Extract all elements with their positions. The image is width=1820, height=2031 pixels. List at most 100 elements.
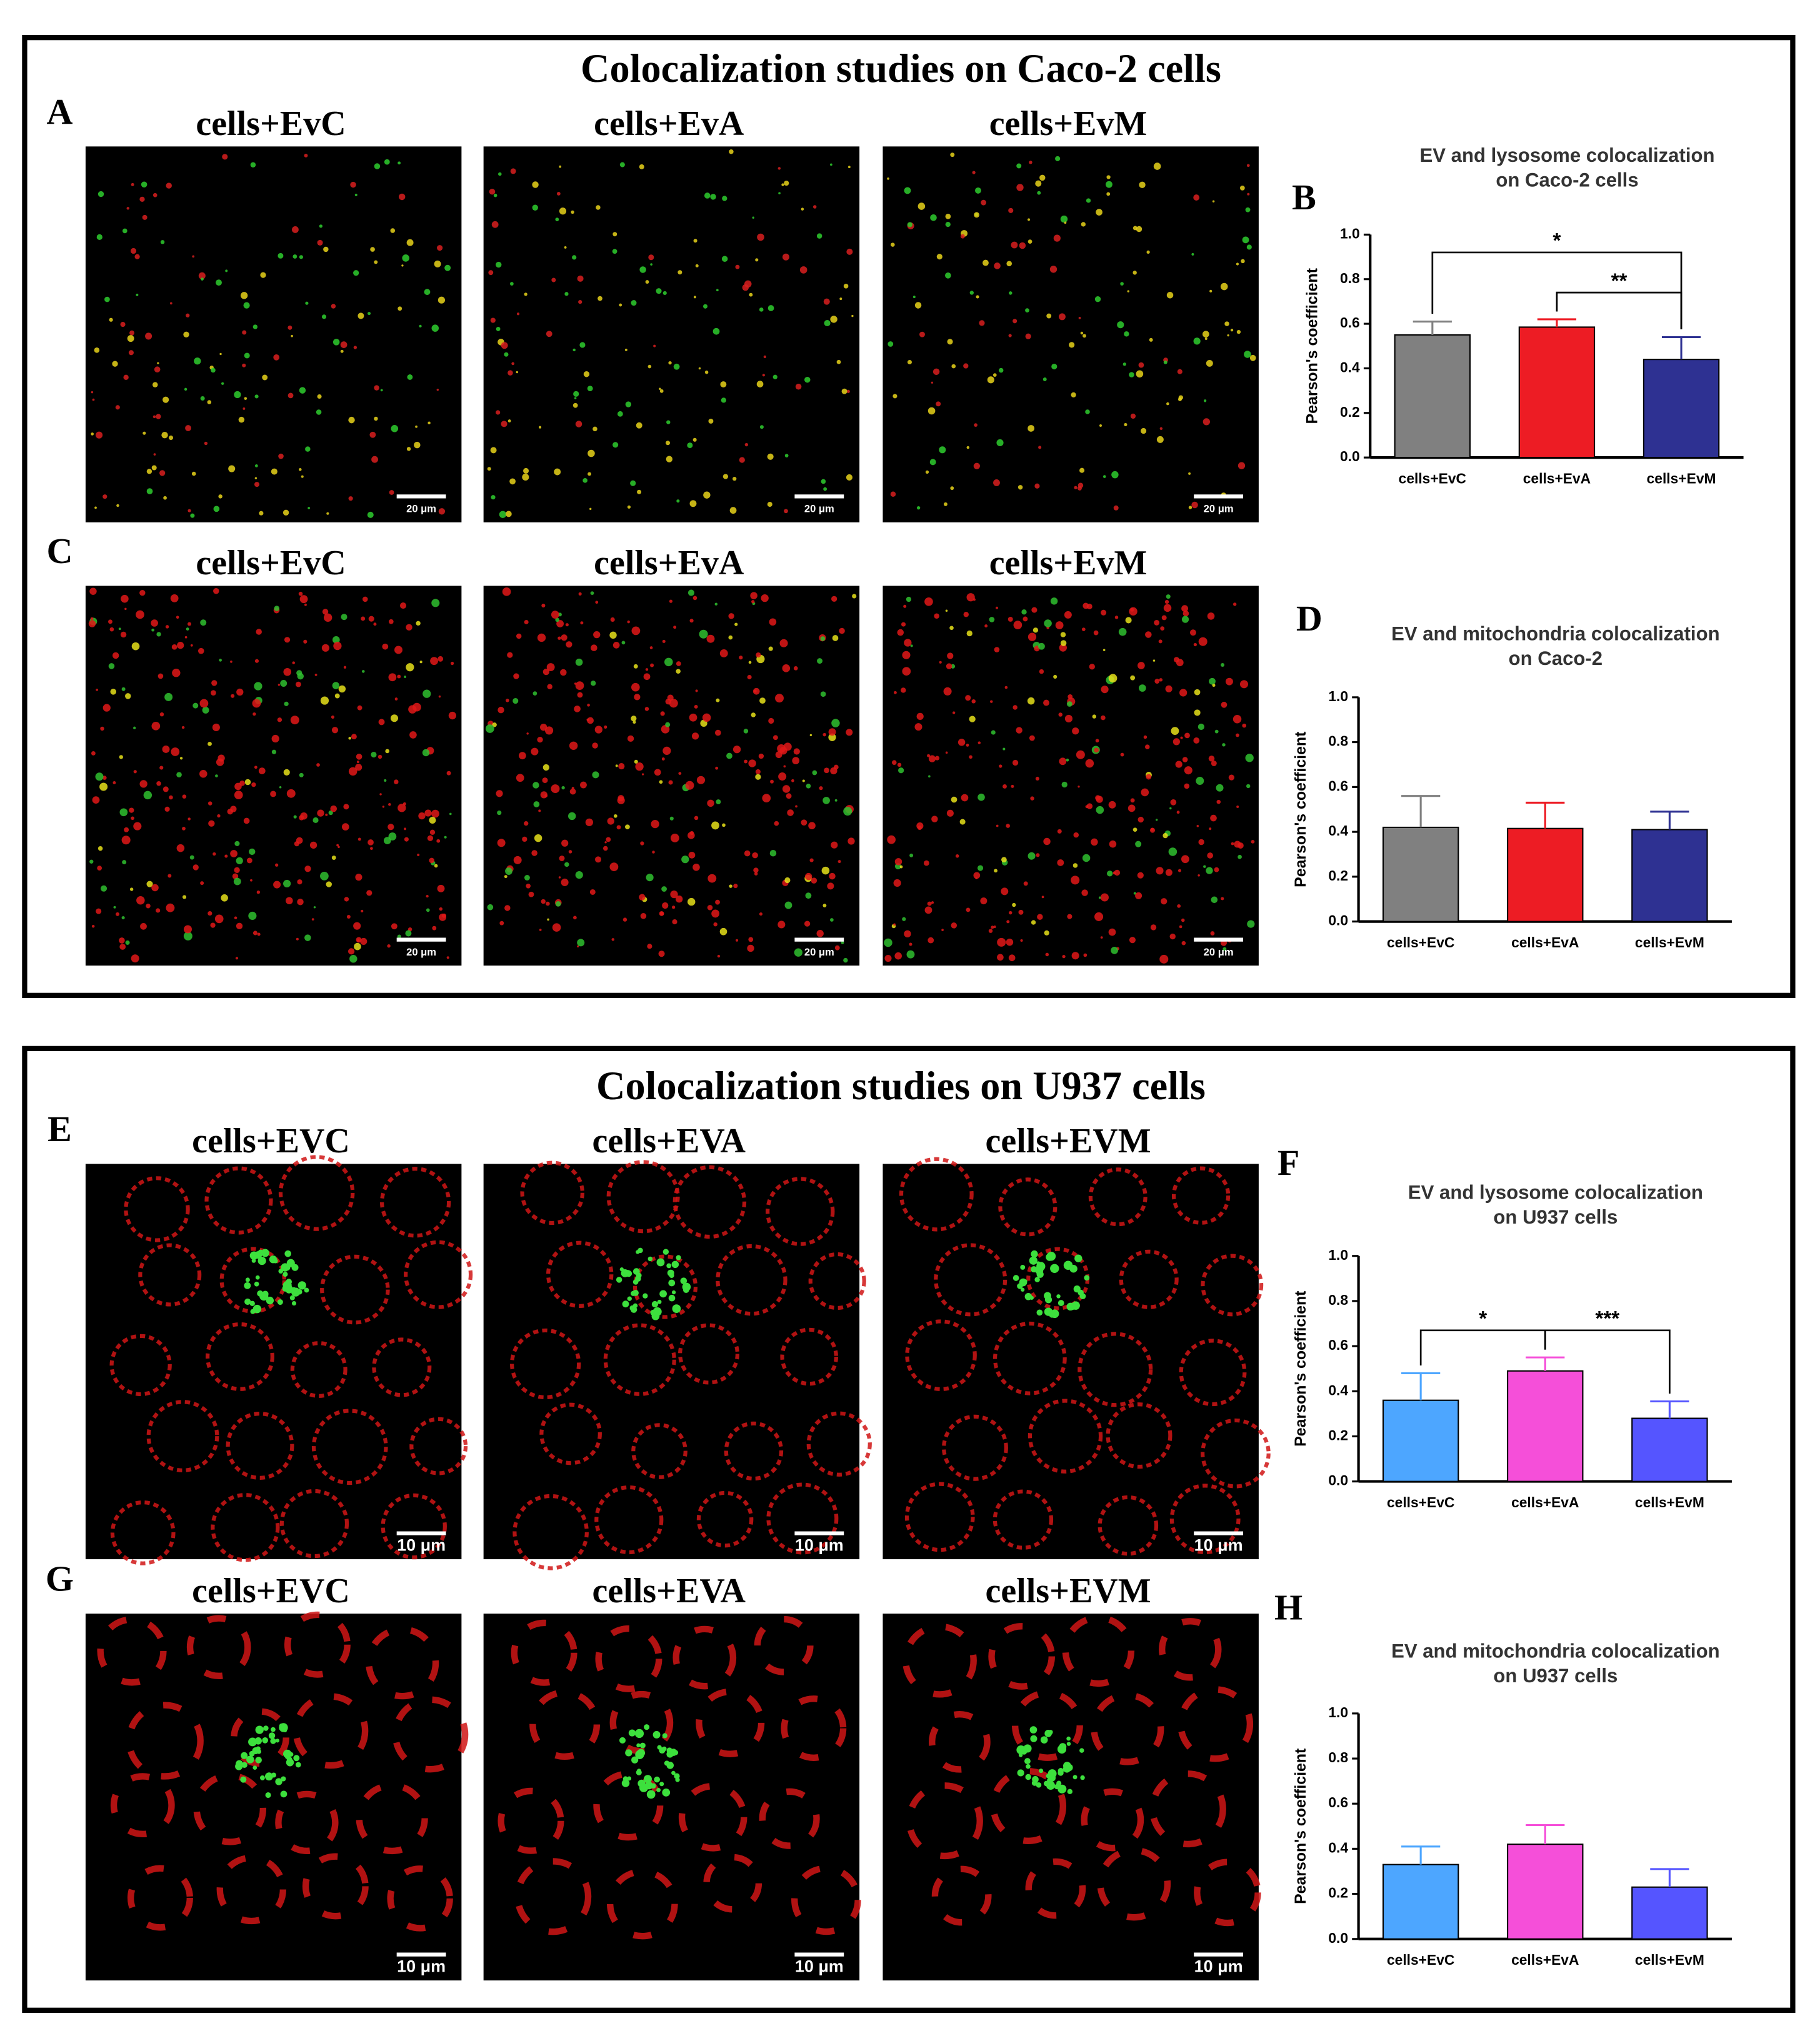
signal-dot [1189, 629, 1196, 636]
signal-dot [252, 712, 256, 716]
scale-bar-label: 10 μm [397, 1957, 446, 1975]
signal-dot [897, 629, 904, 636]
signal-dot [947, 339, 953, 345]
signal-dot [409, 731, 417, 739]
signal-dot [1214, 729, 1219, 734]
signal-dot [216, 279, 222, 286]
signal-dot [925, 470, 929, 474]
signal-dot [891, 242, 895, 247]
signal-dot [1060, 215, 1068, 223]
y-tick-label: 0.0 [1328, 912, 1348, 929]
cell-ring [906, 1782, 983, 1860]
signal-dot [1029, 1295, 1034, 1300]
signal-dot [671, 1290, 676, 1295]
signal-dot [265, 1792, 271, 1799]
signal-dot [1058, 1784, 1067, 1794]
signal-dot [927, 901, 932, 906]
scale-bar-label: 20 μm [804, 946, 834, 958]
signal-dot [710, 194, 716, 200]
signal-dot [236, 857, 243, 865]
signal-dot [631, 682, 640, 692]
signal-dot [633, 664, 638, 669]
signal-dot [739, 656, 743, 660]
signal-dot [1124, 331, 1129, 337]
signal-dot [256, 1749, 262, 1754]
signal-dot [775, 694, 784, 703]
signal-dot [801, 207, 804, 211]
signal-dot [161, 432, 168, 439]
signal-dot [431, 599, 440, 607]
signal-dot [1132, 827, 1138, 832]
signal-dot [91, 432, 94, 436]
signal-dot [390, 228, 396, 233]
signal-dot [499, 511, 507, 518]
signal-dot [298, 1281, 306, 1290]
signal-dot [914, 302, 922, 309]
signal-dot [1064, 714, 1072, 723]
signal-dot [939, 446, 946, 454]
signal-dot [963, 363, 969, 369]
signal-dot [1017, 1283, 1023, 1289]
signal-dot [1138, 684, 1146, 692]
signal-dot [721, 397, 726, 403]
signal-dot [192, 864, 199, 871]
signal-dot [496, 790, 503, 797]
signal-dot [152, 382, 158, 387]
signal-dot [680, 1277, 688, 1284]
signal-dot [407, 374, 413, 380]
signal-dot [406, 663, 414, 672]
signal-dot [182, 827, 186, 831]
signal-dot [1025, 1774, 1031, 1780]
signal-dot [1159, 427, 1163, 431]
signal-dot [1100, 936, 1103, 939]
signal-dot [1096, 806, 1104, 814]
signal-dot [250, 1309, 256, 1314]
signal-dot [125, 693, 131, 699]
error-bar [1526, 1824, 1565, 1845]
signal-dot [1098, 896, 1101, 899]
signal-dot [231, 694, 235, 698]
x-tick-label: cells+EvA [1511, 934, 1579, 951]
signal-dot [901, 687, 906, 693]
signal-dot [504, 905, 511, 911]
signal-dot [747, 675, 752, 680]
signal-dot [294, 841, 299, 847]
signal-dot [266, 1296, 274, 1305]
signal-dot [754, 872, 758, 876]
panel-label: cells+EVC [192, 1122, 350, 1160]
y-tick-label: 1.0 [1328, 1247, 1348, 1263]
signal-dot [960, 234, 965, 239]
signal-dot [321, 644, 330, 652]
signal-dot [782, 785, 791, 793]
signal-dot [1022, 616, 1028, 622]
signal-dot [262, 1737, 269, 1744]
signal-dot [362, 596, 368, 602]
section-frame [22, 34, 1796, 999]
signal-dot [169, 302, 172, 305]
signal-dot [556, 192, 561, 196]
cell-ring [606, 1868, 678, 1940]
signal-dot [210, 922, 216, 928]
signal-dot [1150, 924, 1157, 931]
signal-dot [992, 373, 997, 377]
signal-dot [546, 331, 552, 337]
signal-dot [595, 601, 599, 604]
cell-ring [509, 1328, 581, 1400]
signal-dot [642, 1293, 648, 1299]
signal-dot [1095, 739, 1099, 743]
signal-dot [703, 491, 711, 499]
signal-dot [1193, 642, 1198, 647]
signal-dot [893, 691, 897, 694]
signal-dot [696, 776, 706, 784]
signal-dot [916, 712, 924, 721]
signal-dot [1162, 833, 1168, 839]
signal-dot [1246, 784, 1251, 789]
signal-dot [217, 814, 221, 818]
signal-dot [1108, 674, 1118, 683]
signal-dot [668, 361, 672, 365]
signal-dot [1071, 952, 1079, 960]
signal-dot [1009, 291, 1012, 295]
signal-dot [136, 896, 145, 905]
signal-dot [884, 954, 892, 962]
cell-ring [806, 1411, 872, 1477]
